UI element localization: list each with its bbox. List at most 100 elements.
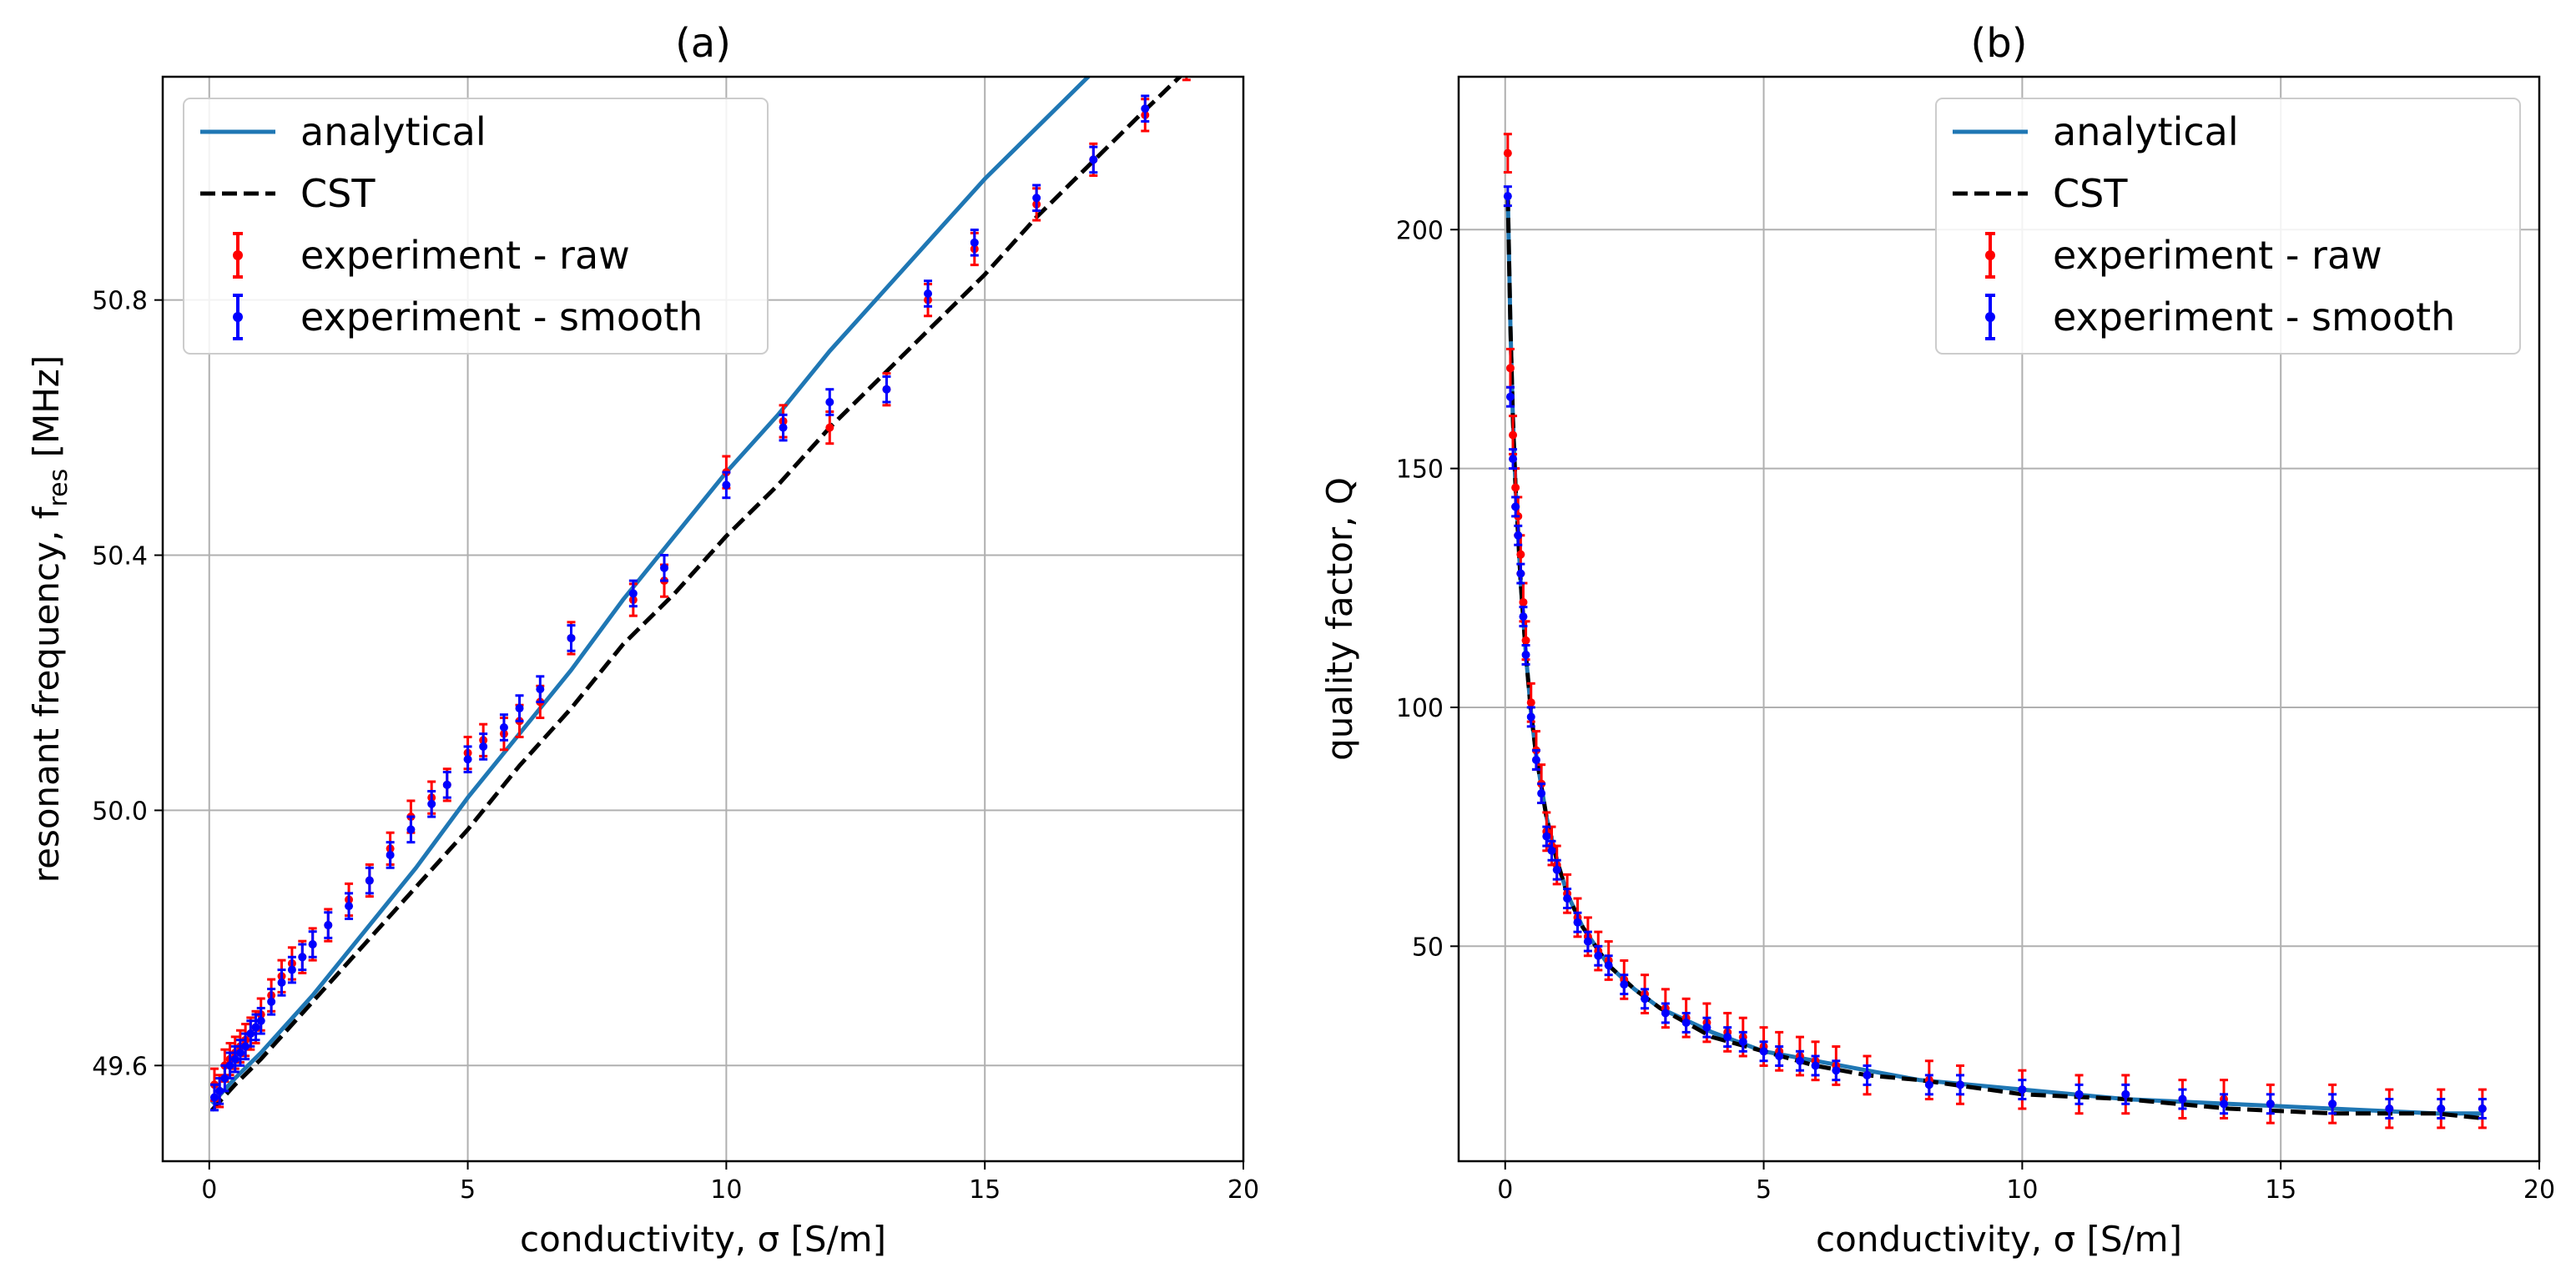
data-point <box>1519 597 1528 606</box>
data-point <box>1795 1056 1804 1065</box>
data-point <box>365 876 374 885</box>
data-point <box>225 1061 234 1070</box>
y-tick-label: 100 <box>1396 694 1444 723</box>
data-point <box>1514 531 1523 540</box>
data-point <box>1775 1052 1784 1061</box>
legend-box <box>183 98 769 355</box>
y-tick-label: 50 <box>1412 933 1444 962</box>
data-point <box>1505 364 1515 373</box>
legend: analytical CST experiment - raw experiment … <box>1935 98 2521 355</box>
legend-label: experiment - smooth <box>300 294 703 340</box>
legend-label: experiment - raw <box>2053 233 2382 278</box>
data-point <box>1182 60 1191 68</box>
data-point <box>779 423 788 432</box>
y-tick-label: 50.4 <box>92 542 148 571</box>
data-point <box>256 1016 265 1025</box>
data-point <box>235 1049 244 1057</box>
y-tick-label: 200 <box>1396 216 1444 245</box>
data-point <box>2385 1104 2394 1114</box>
series-experiment-smooth <box>209 94 1150 1112</box>
data-point <box>345 902 354 911</box>
data-point <box>1573 918 1582 927</box>
x-tick-label: 5 <box>460 1175 476 1205</box>
data-point <box>1521 650 1530 659</box>
data-point <box>1594 951 1603 960</box>
data-point <box>536 685 545 694</box>
data-point <box>1516 550 1525 559</box>
series-analytical <box>210 77 1091 1105</box>
data-point <box>479 742 488 751</box>
legend-item: analytical <box>1953 109 2239 154</box>
y-tick-label: 150 <box>1396 455 1444 485</box>
data-point <box>970 238 979 247</box>
data-point <box>1723 1033 1732 1042</box>
data-point <box>1526 698 1535 707</box>
data-point <box>2178 1094 2187 1104</box>
data-point <box>386 850 395 859</box>
data-point <box>1542 832 1551 841</box>
data-point <box>1089 155 1098 164</box>
legend-label: CST <box>2053 171 2128 216</box>
data-point <box>1832 1066 1841 1075</box>
data-point <box>2121 1089 2130 1099</box>
x-axis-label: conductivity, σ [S/m] <box>1816 1219 2182 1260</box>
y-tick-label: 50.0 <box>92 797 148 826</box>
panel-title: (b) <box>1971 20 2028 67</box>
data-point <box>1604 961 1613 970</box>
legend-swatch-marker <box>1985 250 1995 260</box>
data-point <box>2478 1104 2487 1114</box>
x-tick-label: 5 <box>1756 1175 1772 1205</box>
x-tick-label: 10 <box>2006 1175 2038 1205</box>
data-point <box>2074 1089 2084 1099</box>
data-point <box>220 1074 229 1083</box>
legend-label: experiment - raw <box>300 233 630 278</box>
data-point <box>277 978 286 987</box>
data-point <box>1141 104 1150 113</box>
data-point <box>515 704 524 713</box>
legend-item: experiment - raw <box>233 232 630 279</box>
data-point <box>1702 1023 1711 1032</box>
x-tick-label: 20 <box>1228 1175 1259 1205</box>
data-point <box>1620 980 1629 989</box>
data-point <box>1661 1009 1670 1018</box>
data-point <box>1509 455 1518 464</box>
series-experiment-smooth <box>1503 185 2487 1119</box>
panel-a: 0 5 10 15 20 49.6 50.0 50.4 50.8 (a) conductivity,… <box>26 20 1259 1260</box>
data-point <box>1681 1018 1691 1027</box>
y-tick-label: 50.8 <box>92 287 148 316</box>
x-tick-label: 0 <box>201 1175 217 1205</box>
y-axis-label-unit: [MHz] <box>26 355 67 469</box>
data-point <box>1526 712 1535 722</box>
data-point <box>1956 1080 1965 1089</box>
data-point <box>1521 636 1530 645</box>
data-point <box>1759 1047 1768 1056</box>
x-tick-label: 0 <box>1497 1175 1513 1205</box>
axes-frame <box>161 75 1245 1163</box>
data-point <box>1519 612 1528 621</box>
data-point <box>1552 865 1561 874</box>
series-CST <box>210 77 1183 1112</box>
x-tick-label: 20 <box>2523 1175 2555 1205</box>
data-point <box>1563 894 1572 903</box>
data-point <box>2437 1104 2446 1114</box>
data-point <box>1811 1061 1820 1070</box>
data-point <box>722 480 731 490</box>
data-point <box>825 398 834 406</box>
data-point <box>1583 937 1592 946</box>
data-point <box>1516 569 1525 578</box>
x-tick-label: 15 <box>969 1175 1001 1205</box>
data-point <box>2220 1099 2229 1109</box>
plot-area <box>209 60 1191 1112</box>
y-axis-label: quality factor, Q <box>1319 477 1360 761</box>
panel-b: 0 5 10 15 20 50 100 150 200 (b) conductivity, σ [S… <box>1319 20 2555 1260</box>
data-point <box>215 1086 224 1095</box>
data-point <box>267 997 276 1006</box>
legend-item: experiment - smooth <box>1985 294 2455 340</box>
data-point <box>1531 755 1540 764</box>
data-point <box>882 385 891 394</box>
data-point <box>1503 192 1512 201</box>
data-point <box>463 755 472 764</box>
y-axis-label-main: resonant frequency, f <box>26 506 67 883</box>
data-point <box>406 825 416 834</box>
data-point <box>2328 1099 2337 1109</box>
